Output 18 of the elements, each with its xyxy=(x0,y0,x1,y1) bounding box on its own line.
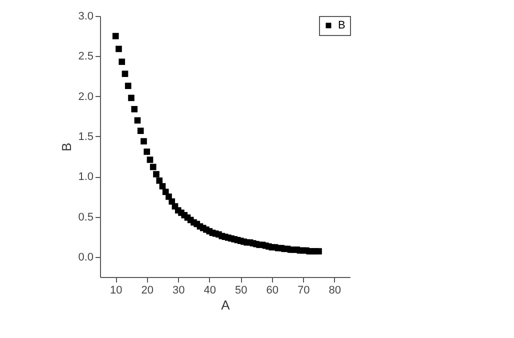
x-tick-label: 40 xyxy=(204,284,216,296)
x-tick-label: 30 xyxy=(172,284,185,296)
y-axis-title: B xyxy=(59,142,74,152)
x-tick-label: 80 xyxy=(328,284,341,296)
y-tick-label: 0.0 xyxy=(78,251,94,264)
y-tick-label: 0.5 xyxy=(78,211,94,224)
x-tick-label: 10 xyxy=(110,284,122,296)
y-tick-label: 2.0 xyxy=(78,90,94,103)
y-tick-label: 2.5 xyxy=(78,50,94,63)
y-tick-label: 1.0 xyxy=(78,171,94,184)
legend-label: B xyxy=(338,20,346,32)
x-tick-label: 70 xyxy=(298,284,310,296)
x-axis-title: A xyxy=(221,298,230,312)
y-tick-label: 1.5 xyxy=(78,130,94,143)
x-tick-label: 50 xyxy=(235,284,248,296)
x-tick-label: 20 xyxy=(141,284,154,296)
x-tick-label: 60 xyxy=(266,284,278,296)
y-tick-label: 3.0 xyxy=(78,10,94,22)
